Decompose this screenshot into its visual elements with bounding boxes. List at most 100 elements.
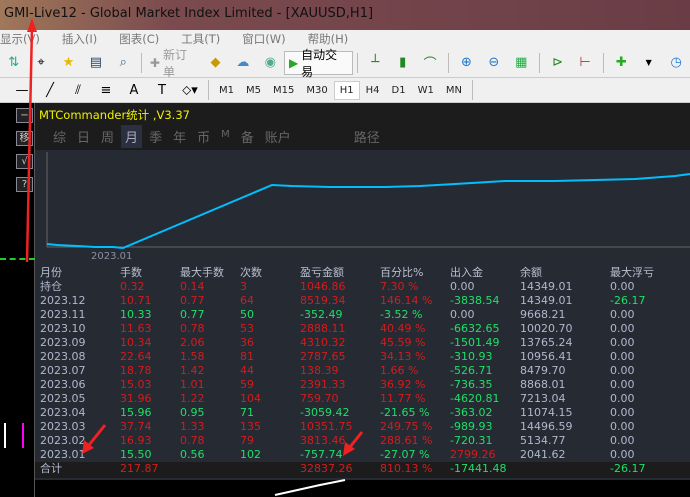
table-cell: 0.00 <box>610 336 635 349</box>
table-cell: 36.92 % <box>380 378 426 391</box>
text-icon[interactable]: A <box>129 82 139 98</box>
equity-line <box>46 173 690 250</box>
check-button[interactable]: √ <box>16 154 33 169</box>
table-row: 2023.08 22.64 1.58 81 2787.65 34.13 % -310.93 1… <box>35 350 690 364</box>
timeframe-m15[interactable]: M15 <box>273 84 295 96</box>
bar-chart-icon[interactable]: ┴ <box>371 55 380 70</box>
tab-path[interactable]: 路径 <box>353 131 380 146</box>
separator <box>538 52 540 73</box>
tab-account[interactable]: 账户 <box>264 131 291 146</box>
tab-currency[interactable]: 币 <box>197 131 211 146</box>
table-cell: -363.02 <box>450 406 493 419</box>
line-chart-icon[interactable]: ⌒ <box>423 57 437 72</box>
zoom-in-icon[interactable]: ⊕ <box>461 55 472 70</box>
table-cell: 71 <box>240 406 254 419</box>
menu-window[interactable]: 窗口(W) <box>242 32 286 46</box>
chart-shift-icon[interactable]: ⊢ <box>579 55 591 70</box>
table-row: 2023.09 10.34 2.06 36 4310.32 45.59 % -1501.49… <box>35 336 690 350</box>
table-row: 2023.12 10.71 0.77 64 8519.34 146.14 % -3838.5… <box>35 294 690 308</box>
table-row: 2023.06 15.03 1.01 59 2391.33 36.92 % -736.35 8… <box>35 378 690 392</box>
timeframe-m1[interactable]: M1 <box>219 84 234 96</box>
table-cell: -352.49 <box>300 308 343 321</box>
auto-trading-button[interactable]: ▶ 自动交易 <box>283 48 353 79</box>
table-cell: 1.42 <box>180 364 205 377</box>
channel-icon[interactable]: ⫽ <box>75 82 81 98</box>
table-cell: 31.96 <box>120 392 152 405</box>
help-button[interactable]: ? <box>16 177 33 192</box>
tab-quarter[interactable]: 季 <box>149 131 163 146</box>
tab-overview[interactable]: 综 <box>53 131 67 146</box>
table-cell: 1.58 <box>180 350 205 363</box>
timeframe-h1[interactable]: H1 <box>333 80 360 100</box>
navigator-icon[interactable]: ▤ <box>89 55 103 70</box>
zoom-out-icon[interactable]: ⊖ <box>488 55 500 70</box>
candles <box>4 423 24 448</box>
dropdown-arrow-icon[interactable]: ▼ <box>645 58 652 67</box>
menu-insert[interactable]: 插入(I) <box>61 32 98 46</box>
timeframe-d1[interactable]: D1 <box>391 84 406 96</box>
tab-week[interactable]: 周 <box>101 131 115 146</box>
equity-curve-chart: 2023.01 <box>46 152 690 262</box>
clock-icon[interactable]: ◷ <box>670 55 682 70</box>
tab-magic[interactable]: M <box>221 129 230 140</box>
table-row: 2023.10 11.63 0.78 53 2888.11 40.49 % -6632.65… <box>35 322 690 336</box>
table-cell: -989.93 <box>450 420 493 433</box>
table-cell: 10.33 <box>120 308 152 321</box>
horizontal-line-icon[interactable]: — <box>15 82 29 98</box>
table-cell: 10956.41 <box>520 350 573 363</box>
tab-day[interactable]: 日 <box>77 131 91 146</box>
table-cell: 2888.11 <box>300 322 346 335</box>
table-row: 2023.11 10.33 0.77 50 -352.49 -3.52 % 0.00 9668… <box>35 308 690 322</box>
table-cell: 146.14 % <box>380 294 433 307</box>
text-label-icon[interactable]: T <box>158 82 166 98</box>
table-cell: 759.70 <box>300 392 339 405</box>
table-cell: 50 <box>240 308 254 321</box>
fibonacci-icon[interactable]: ≡ <box>100 82 112 98</box>
timeframe-m5[interactable]: M5 <box>246 84 261 96</box>
tile-windows-icon[interactable]: ▦ <box>515 55 528 70</box>
table-cell: 最大手数 <box>180 266 224 279</box>
tab-year[interactable]: 年 <box>173 131 187 146</box>
data-window-icon[interactable]: ☁ <box>236 55 250 70</box>
move-button[interactable]: 移 <box>16 131 33 146</box>
arrows-icon[interactable]: ⬦▾ <box>182 82 198 98</box>
menu-help[interactable]: 帮助(H) <box>307 32 349 46</box>
profiles-icon[interactable]: ⇅ <box>8 55 20 70</box>
new-order-icon: ✚ <box>149 55 160 70</box>
menu-charts[interactable]: 图表(C) <box>119 32 160 46</box>
separator <box>140 52 142 73</box>
separator <box>447 52 449 73</box>
indicators-icon[interactable]: ✚ <box>615 55 627 70</box>
signals-icon[interactable]: ◉ <box>264 55 276 70</box>
trendline-icon[interactable]: ╱ <box>46 82 54 98</box>
table-cell: 1046.86 <box>300 280 346 293</box>
table-cell: 0.32 <box>120 280 145 293</box>
autoscroll-icon[interactable]: ⊳ <box>552 55 564 70</box>
candlestick-icon[interactable]: ▮ <box>399 55 407 70</box>
timeframe-m30[interactable]: M30 <box>306 84 328 96</box>
tab-month[interactable]: 月 <box>121 125 143 148</box>
table-cell: 2023.11 <box>40 308 86 321</box>
panel-title: MTCommander统计 ,V3.37 <box>39 108 190 122</box>
table-cell: 2023.06 <box>40 378 86 391</box>
menu-view[interactable]: 显示(V) <box>0 32 40 46</box>
crosshair-icon[interactable]: ⌖ <box>37 55 45 70</box>
table-cell: 1.22 <box>180 392 205 405</box>
minimize-button[interactable]: − <box>16 108 33 123</box>
table-cell: 10.34 <box>120 336 152 349</box>
timeframe-h4[interactable]: H4 <box>365 84 380 96</box>
menu-tools[interactable]: 工具(T) <box>181 32 221 46</box>
timeframe-w1[interactable]: W1 <box>417 84 434 96</box>
table-cell: 0.00 <box>610 434 635 447</box>
timeframe-mn[interactable]: MN <box>445 84 462 96</box>
table-cell: 0.78 <box>180 322 205 335</box>
tester-icon[interactable]: ⌕ <box>119 55 127 70</box>
table-cell: 0.56 <box>180 448 205 461</box>
metaeditor-icon[interactable]: ◆ <box>210 55 221 70</box>
table-cell: 810.13 % <box>380 462 433 475</box>
new-order-button[interactable]: ✚ 新订单 <box>146 48 202 79</box>
panel-side-buttons: − 移 √ ? <box>16 108 34 200</box>
period-tabs: 综 日 周 月 季 年 币 M 备 账户 路径 <box>35 125 690 148</box>
tab-backup[interactable]: 备 <box>240 131 254 146</box>
favorites-icon[interactable]: ★ <box>62 55 75 70</box>
